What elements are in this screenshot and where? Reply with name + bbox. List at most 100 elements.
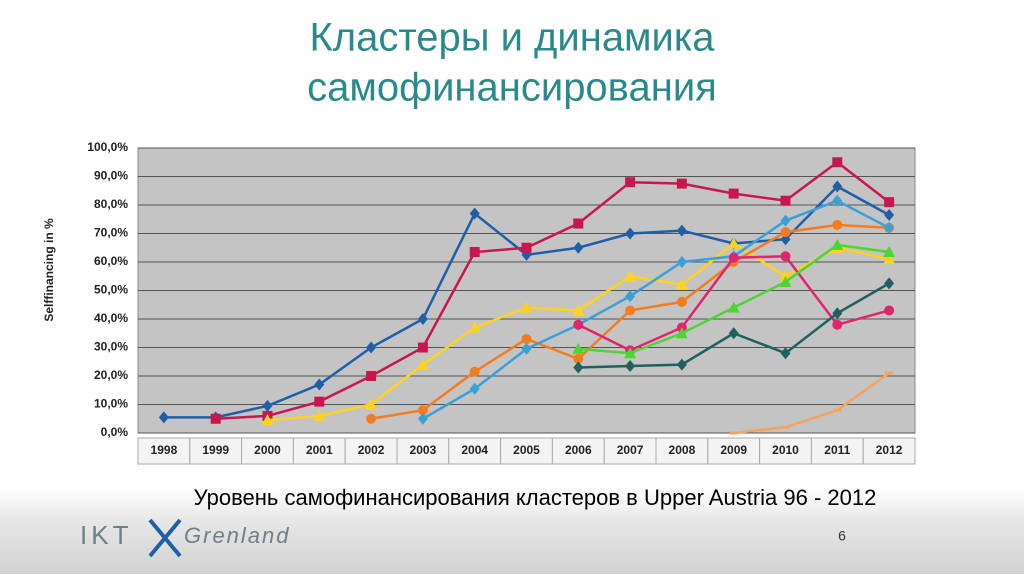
y-tick-label: 40,0% [94, 311, 128, 325]
x-tick-label: 1999 [202, 443, 229, 457]
marker [469, 382, 480, 395]
marker [884, 277, 895, 290]
marker [624, 270, 637, 282]
marker [521, 342, 532, 355]
x-tick-label: 2008 [669, 443, 696, 457]
x-tick-label: 2000 [254, 443, 281, 457]
marker [780, 227, 791, 238]
y-tick-label: 30,0% [94, 340, 128, 354]
logo-mark [148, 518, 182, 558]
marker [780, 347, 791, 360]
x-tick-box [759, 437, 812, 465]
marker [781, 425, 790, 429]
y-tick-label: 50,0% [94, 283, 128, 297]
marker [468, 321, 481, 333]
x-tick-box [344, 437, 398, 465]
x-tick-label: 1998 [151, 443, 178, 457]
marker [520, 301, 533, 313]
marker [727, 237, 740, 249]
x-tick-label: 2006 [565, 443, 592, 457]
y-tick-label: 0,0% [101, 425, 129, 439]
marker [728, 252, 739, 263]
marker [884, 305, 895, 316]
marker [313, 409, 326, 421]
marker [625, 227, 636, 240]
marker [780, 195, 791, 206]
x-tick-box [655, 437, 709, 465]
x-tick-box [189, 437, 243, 465]
marker [469, 207, 480, 220]
x-tick-label: 2009 [720, 443, 747, 457]
y-tick-label: 20,0% [94, 368, 128, 382]
marker [158, 411, 169, 424]
marker [832, 157, 843, 168]
page-number: 6 [838, 528, 846, 544]
x-tick-box [862, 437, 916, 465]
marker [625, 290, 636, 303]
logo: IKT Grenland [80, 518, 291, 558]
caption: Уровень самофинансирования кластеров в U… [194, 485, 877, 510]
marker [416, 358, 429, 370]
y-axis-label: Selffinancing in % [42, 218, 56, 322]
marker [883, 253, 896, 265]
marker [573, 241, 584, 254]
marker [884, 221, 895, 234]
x-tick-label: 2001 [306, 443, 333, 457]
marker [314, 378, 325, 391]
title-line: Кластеры и динамика [309, 16, 715, 60]
marker [832, 219, 843, 230]
marker [676, 256, 687, 268]
marker [365, 398, 378, 410]
marker [573, 361, 584, 374]
marker [780, 214, 791, 227]
x-tick-box [551, 437, 605, 465]
x-tick-label: 2012 [876, 443, 903, 457]
marker [573, 353, 584, 364]
marker [832, 307, 843, 320]
marker [625, 177, 636, 188]
marker [885, 371, 894, 375]
y-tick-label: 80,0% [94, 197, 128, 211]
marker [314, 396, 325, 407]
marker [676, 224, 687, 237]
marker [676, 178, 687, 189]
series-line [422, 199, 890, 420]
logo-right: Grenland [184, 523, 291, 548]
x-tick-label: 2003 [410, 443, 437, 457]
marker [572, 304, 585, 316]
marker [572, 342, 585, 354]
marker [624, 347, 637, 359]
marker [675, 278, 688, 290]
marker [831, 238, 844, 250]
x-tick-label: 2004 [461, 443, 488, 457]
x-tick-label: 2002 [358, 443, 385, 457]
marker [261, 414, 274, 426]
marker [884, 208, 895, 221]
marker [521, 242, 532, 253]
marker [366, 413, 377, 424]
marker [469, 247, 480, 258]
marker [780, 251, 791, 262]
marker [573, 319, 584, 330]
marker [625, 360, 636, 373]
y-tick-label: 100,0% [87, 140, 128, 154]
marker [675, 327, 688, 339]
marker [262, 399, 273, 412]
marker [417, 405, 428, 416]
y-tick-label: 10,0% [94, 397, 128, 411]
marker [210, 413, 221, 424]
x-tick-box [241, 437, 294, 465]
marker [728, 188, 739, 199]
logo-left: IKT [80, 520, 132, 550]
x-tick-label: 2005 [513, 443, 540, 457]
marker [521, 333, 532, 344]
x-tick-box [707, 437, 761, 465]
x-tick-box [396, 437, 450, 465]
x-tick-box [448, 437, 502, 465]
marker [366, 341, 377, 354]
marker [779, 275, 792, 287]
marker [469, 366, 480, 377]
x-tick-box [137, 437, 191, 465]
marker [727, 301, 740, 313]
